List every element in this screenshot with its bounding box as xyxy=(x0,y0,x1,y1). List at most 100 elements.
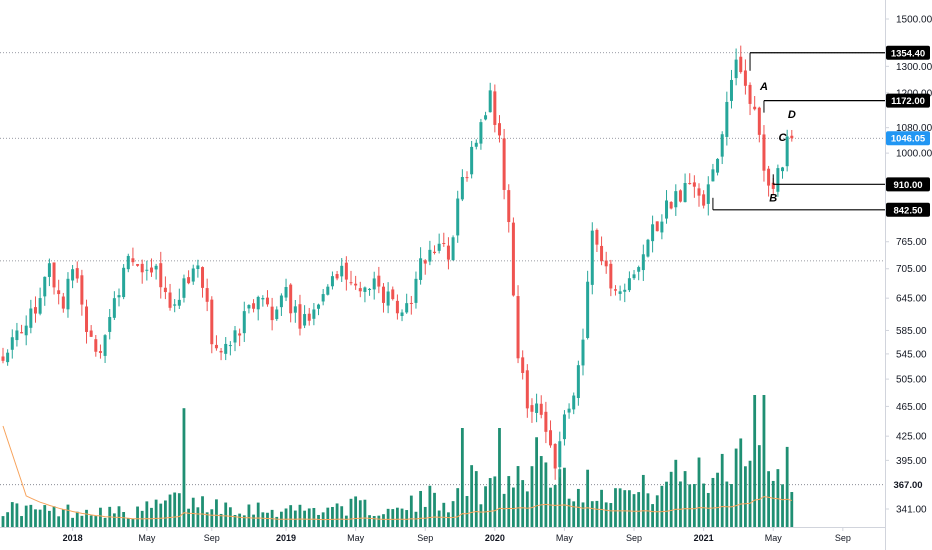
candle[interactable] xyxy=(530,398,534,423)
candle[interactable] xyxy=(201,266,205,298)
candle[interactable] xyxy=(386,282,390,314)
candle[interactable] xyxy=(757,106,761,143)
candle[interactable] xyxy=(479,118,483,150)
candle[interactable] xyxy=(131,247,135,266)
candle[interactable] xyxy=(66,272,70,318)
candle[interactable] xyxy=(586,270,590,340)
candle[interactable] xyxy=(173,299,177,313)
candle[interactable] xyxy=(196,259,200,278)
candle[interactable] xyxy=(790,129,794,142)
candle[interactable] xyxy=(242,301,246,342)
candle[interactable] xyxy=(739,45,743,74)
candle[interactable] xyxy=(706,176,710,216)
candle[interactable] xyxy=(423,259,427,275)
candle[interactable] xyxy=(344,256,348,291)
candle[interactable] xyxy=(576,360,580,406)
candle[interactable] xyxy=(442,232,446,247)
candle[interactable] xyxy=(228,341,232,356)
candle[interactable] xyxy=(136,263,140,267)
candle[interactable] xyxy=(321,289,325,306)
candle[interactable] xyxy=(149,258,153,277)
candle[interactable] xyxy=(252,299,256,313)
candle[interactable] xyxy=(326,284,330,296)
candle[interactable] xyxy=(535,393,539,423)
candle[interactable] xyxy=(405,293,409,314)
candle[interactable] xyxy=(317,303,321,316)
candle[interactable] xyxy=(24,315,28,346)
candle[interactable] xyxy=(340,258,344,282)
candle[interactable] xyxy=(187,270,191,285)
candle[interactable] xyxy=(349,270,353,286)
candle[interactable] xyxy=(734,48,738,86)
candle[interactable] xyxy=(651,215,655,253)
candle[interactable] xyxy=(474,139,478,150)
candle[interactable] xyxy=(567,403,571,419)
candle[interactable] xyxy=(419,247,423,285)
candle[interactable] xyxy=(660,214,664,240)
candle[interactable] xyxy=(85,299,89,344)
candle[interactable] xyxy=(414,271,418,309)
candle[interactable] xyxy=(20,324,24,334)
candle[interactable] xyxy=(511,217,515,297)
candle[interactable] xyxy=(702,190,706,209)
candle[interactable] xyxy=(214,335,218,351)
candle[interactable] xyxy=(219,347,223,361)
candle[interactable] xyxy=(168,283,172,311)
candle[interactable] xyxy=(80,269,84,316)
candle[interactable] xyxy=(507,184,511,233)
candle[interactable] xyxy=(154,263,158,280)
candle[interactable] xyxy=(94,335,98,357)
candle[interactable] xyxy=(122,264,126,300)
candle[interactable] xyxy=(549,420,553,448)
candle[interactable] xyxy=(720,131,724,165)
candle[interactable] xyxy=(716,158,720,176)
candle[interactable] xyxy=(743,59,747,95)
candle[interactable] xyxy=(293,299,297,323)
candle[interactable] xyxy=(279,293,283,316)
candle[interactable] xyxy=(409,295,413,315)
candle[interactable] xyxy=(678,189,682,203)
candle[interactable] xyxy=(284,278,288,302)
candle[interactable] xyxy=(655,221,659,232)
candle[interactable] xyxy=(10,329,14,359)
candle[interactable] xyxy=(247,304,251,314)
candle[interactable] xyxy=(753,96,757,111)
candle[interactable] xyxy=(108,308,112,340)
candle[interactable] xyxy=(428,240,432,266)
candle[interactable] xyxy=(618,285,622,301)
candle[interactable] xyxy=(637,265,641,281)
candle[interactable] xyxy=(451,235,455,261)
candle[interactable] xyxy=(57,279,61,305)
candle[interactable] xyxy=(391,286,395,301)
candle[interactable] xyxy=(446,237,450,270)
candle[interactable] xyxy=(697,183,701,207)
candle[interactable] xyxy=(15,322,19,347)
candle[interactable] xyxy=(521,350,525,380)
candle[interactable] xyxy=(544,401,548,444)
candle[interactable] xyxy=(112,291,116,320)
candle[interactable] xyxy=(358,281,362,298)
candle[interactable] xyxy=(395,294,399,320)
candle[interactable] xyxy=(1,347,5,364)
candle[interactable] xyxy=(354,275,358,290)
candle[interactable] xyxy=(6,349,10,366)
candle[interactable] xyxy=(275,306,279,321)
candle[interactable] xyxy=(298,294,302,336)
candle[interactable] xyxy=(312,303,316,326)
candle[interactable] xyxy=(177,288,181,309)
candle[interactable] xyxy=(623,283,627,303)
candle[interactable] xyxy=(590,222,594,295)
candle[interactable] xyxy=(604,251,608,274)
candle[interactable] xyxy=(71,264,75,289)
candle[interactable] xyxy=(456,190,460,243)
candle[interactable] xyxy=(330,271,334,290)
candle[interactable] xyxy=(29,299,33,334)
candle[interactable] xyxy=(52,262,56,295)
candle[interactable] xyxy=(261,295,265,307)
candle[interactable] xyxy=(270,297,274,331)
candle[interactable] xyxy=(205,278,209,312)
candle[interactable] xyxy=(126,253,130,273)
candle[interactable] xyxy=(145,260,149,281)
candle[interactable] xyxy=(558,431,562,478)
candle[interactable] xyxy=(572,392,576,415)
